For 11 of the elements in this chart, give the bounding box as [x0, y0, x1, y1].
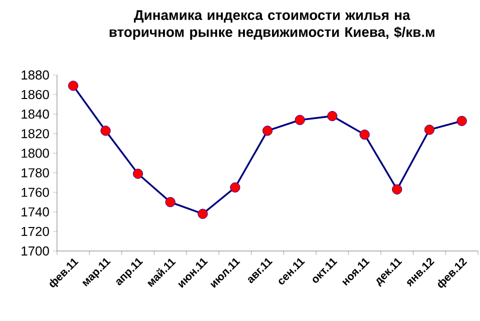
y-tick-label: 1720 — [22, 226, 49, 236]
y-tick-label: 1840 — [22, 110, 49, 119]
chart-title: Динамика индекса стоимости жилья на вторичном рынке недвижимости Киева, $/кв.м — [110, 10, 434, 40]
y-tick-label: 1820 — [22, 129, 49, 138]
y-tick-label: 1760 — [22, 188, 49, 197]
y-tick-label: 1880 — [22, 70, 49, 80]
y-tick-label: 1700 — [22, 246, 49, 256]
y-tick-label: 1780 — [22, 168, 49, 178]
y-tick-label: 1860 — [22, 90, 49, 100]
y-tick-label: 1800 — [22, 148, 49, 158]
y-tick-label: 1740 — [22, 207, 49, 216]
